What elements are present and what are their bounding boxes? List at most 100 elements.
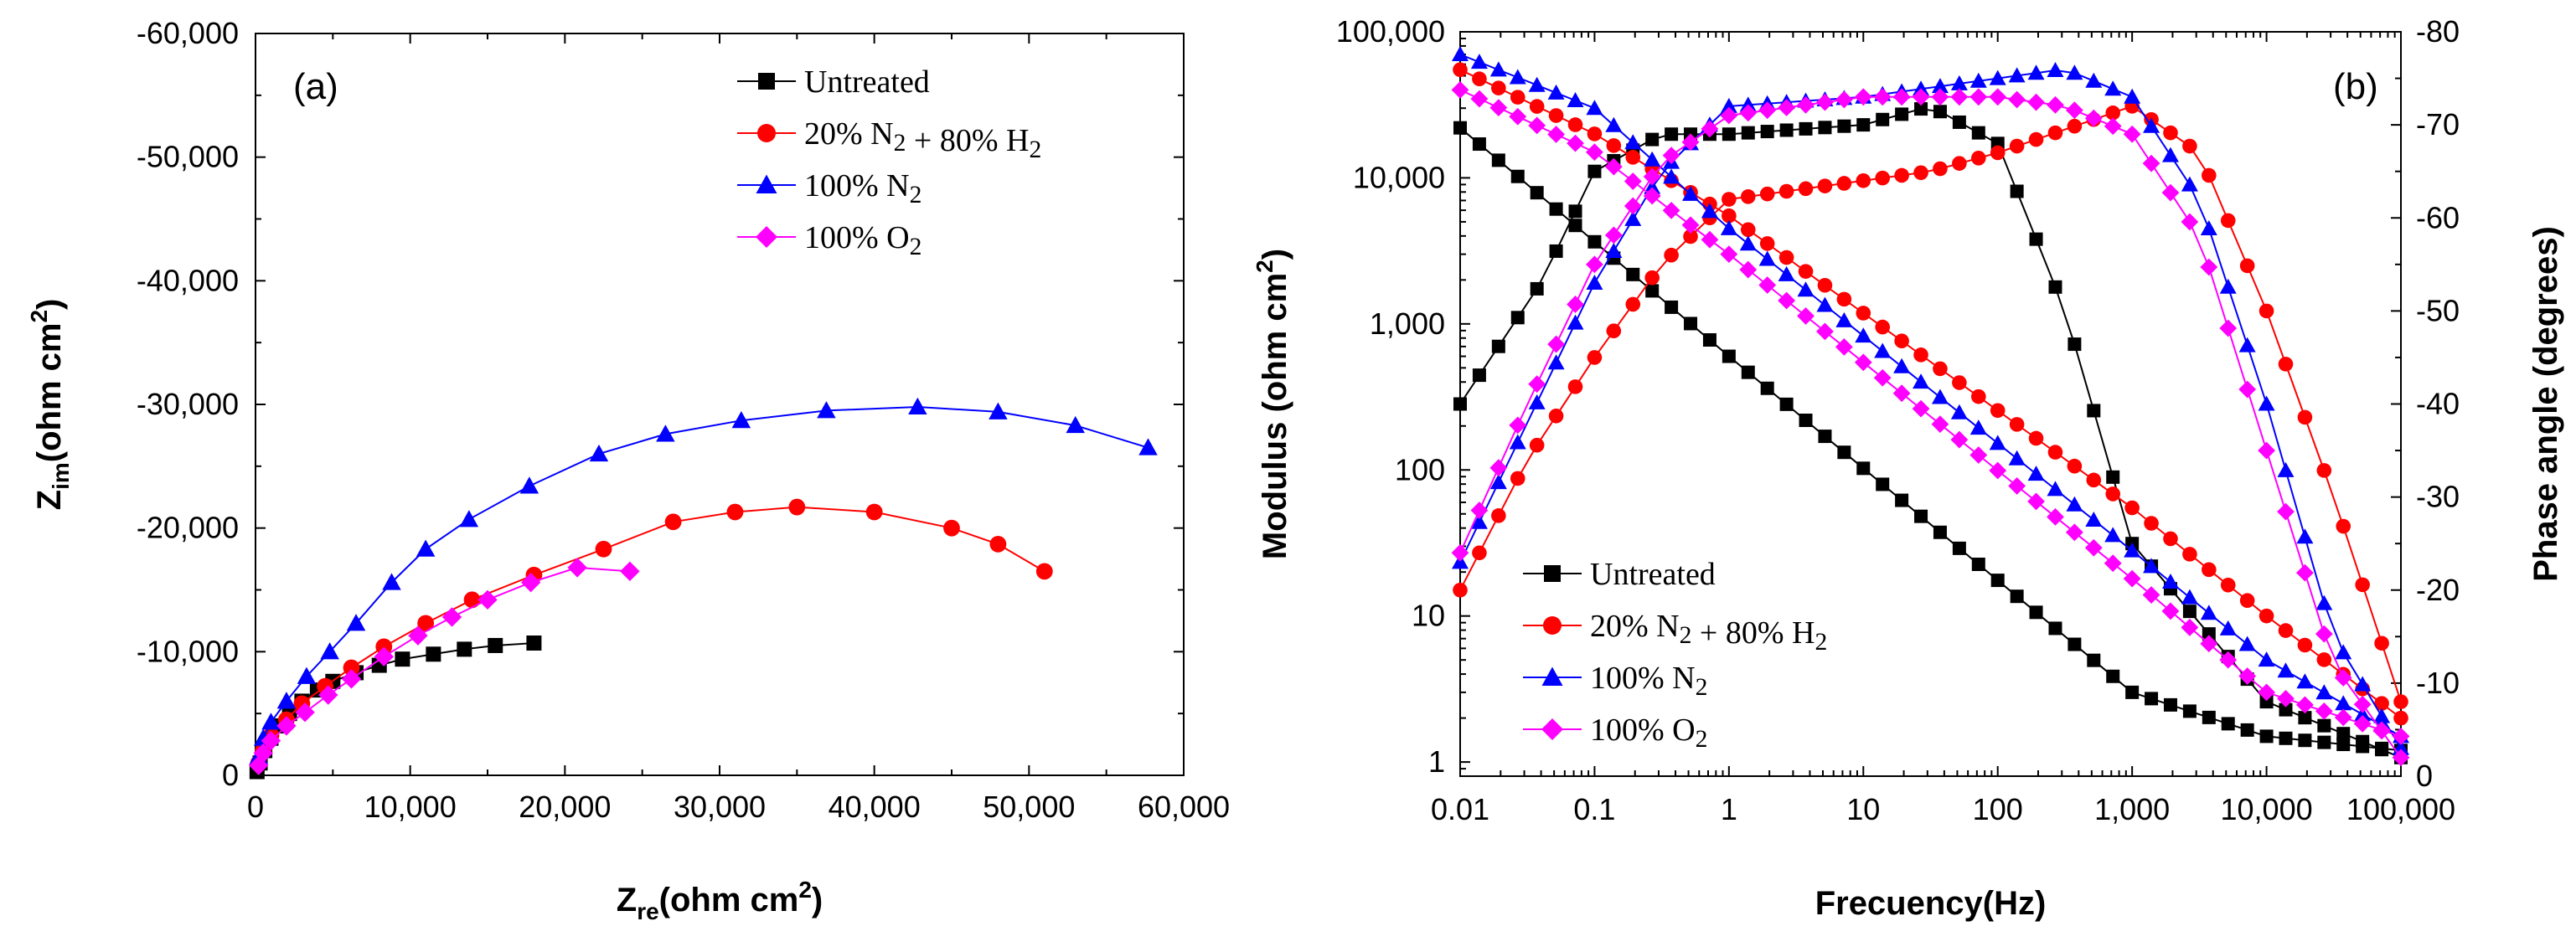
x-axis-title-close: ) (812, 882, 823, 919)
phase-point-n2h2 (1529, 437, 1545, 453)
phase-point-o2 (1701, 120, 1719, 138)
phase-point-untreated (1722, 127, 1736, 142)
phase-point-n2h2 (1491, 508, 1506, 523)
phase-point-n2 (1470, 513, 1488, 529)
modulus-point-n2 (2104, 527, 2122, 543)
modulus-point-o2 (1720, 245, 1738, 264)
data-point-n2h2 (989, 535, 1007, 553)
modulus-point-n2 (1739, 235, 1757, 251)
modulus-point-untreated (1626, 267, 1640, 281)
legend-subscript: 2 (1696, 674, 1708, 701)
data-point-untreated (526, 635, 542, 651)
modulus-point-o2 (1624, 172, 1642, 190)
phase-point-n2h2 (1722, 192, 1737, 207)
data-point-n2 (297, 666, 317, 684)
legend-text: 100% O (804, 220, 910, 255)
phase-point-n2 (2181, 176, 2198, 192)
modulus-point-n2 (1624, 134, 1642, 150)
data-point-n2h2 (375, 638, 393, 656)
x-axis-title: Frecuency(Hz) (1815, 885, 2047, 922)
modulus-point-untreated (1818, 430, 1832, 444)
modulus-point-o2 (2219, 651, 2238, 669)
modulus-point-n2 (2238, 636, 2256, 651)
x-axis-title-main: Z (617, 882, 637, 919)
phase-point-untreated (1818, 121, 1832, 135)
legend-marker-untreated (1544, 565, 1561, 582)
data-point-n2 (589, 444, 609, 462)
phase-point-o2 (2372, 722, 2391, 740)
modulus-point-n2 (2047, 481, 2064, 497)
phase-point-n2h2 (2202, 167, 2217, 183)
y-left-axis-title: Modulus (ohm cm2) (1252, 249, 1293, 559)
phase-point-untreated (1856, 118, 1871, 132)
modulus-point-n2 (1567, 92, 1584, 108)
phase-point-o2 (1989, 88, 2007, 106)
phase-point-untreated (2068, 337, 2082, 352)
phase-point-n2h2 (1683, 229, 1698, 244)
modulus-point-n2h2 (2239, 593, 2255, 609)
modulus-point-n2 (2124, 542, 2141, 558)
modulus-point-untreated (2259, 729, 2274, 744)
y-left-tick-label: 10,000 (1353, 160, 1445, 194)
phase-point-n2 (1586, 275, 1603, 291)
phase-point-o2 (2353, 695, 2372, 713)
modulus-point-n2 (1835, 311, 1853, 327)
modulus-point-o2 (2277, 689, 2295, 708)
phase-point-untreated (2087, 404, 2101, 418)
legend-subscript: 2 (1029, 136, 1041, 163)
phase-point-o2 (1451, 543, 1469, 562)
phase-point-n2h2 (1606, 323, 1622, 338)
y-left-axis-title-sup: 2 (1252, 260, 1278, 273)
phase-point-n2h2 (1759, 186, 1775, 202)
modulus-point-untreated (2145, 692, 2159, 706)
data-point-o2 (295, 702, 315, 723)
modulus-point-o2 (2392, 727, 2410, 745)
modulus-point-n2h2 (2316, 652, 2332, 667)
phase-point-n2 (1528, 394, 1546, 409)
data-point-n2 (908, 397, 927, 414)
modulus-point-o2 (2065, 523, 2083, 542)
data-point-o2 (253, 743, 273, 764)
modulus-point-o2 (1681, 216, 1700, 234)
modulus-point-n2 (2296, 673, 2314, 689)
phase-point-o2 (1662, 147, 1680, 165)
modulus-point-o2 (2181, 618, 2199, 636)
phase-point-n2h2 (2336, 518, 2351, 534)
modulus-point-n2h2 (2393, 710, 2408, 726)
modulus-point-untreated (1799, 413, 1813, 427)
modulus-point-n2 (2066, 496, 2083, 512)
modulus-point-untreated (1779, 397, 1794, 411)
modulus-point-untreated (2163, 697, 2177, 712)
modulus-point-o2 (1470, 90, 1489, 108)
phase-point-untreated (2356, 734, 2370, 749)
phase-point-untreated (1491, 339, 1505, 353)
y-right-tick-label: -10 (2416, 666, 2460, 700)
phase-point-o2 (1835, 90, 1853, 109)
modulus-point-o2 (1989, 461, 2007, 480)
modulus-point-n2h2 (1740, 222, 1756, 238)
x-tick-label: 10,000 (364, 790, 457, 824)
modulus-point-untreated (1453, 121, 1467, 135)
modulus-point-o2 (2200, 635, 2218, 653)
phase-point-n2 (2315, 594, 2333, 610)
legend-marker-n2 (756, 174, 777, 193)
modulus-point-untreated (2221, 717, 2235, 731)
phase-point-o2 (1797, 95, 1815, 114)
phase-point-n2 (2085, 72, 2103, 88)
phase-point-n2h2 (1778, 183, 1794, 199)
data-point-n2h2 (726, 503, 744, 521)
phase-point-o2 (1854, 88, 1872, 106)
x-tick-label: 100 (1973, 792, 2023, 826)
phase-point-untreated (1453, 397, 1467, 411)
legend-text: 100% N (1590, 661, 1696, 696)
phase-point-n2h2 (1472, 545, 1487, 561)
modulus-point-n2 (2258, 651, 2275, 667)
legend-marker-o2 (756, 226, 777, 248)
modulus-point-n2 (1778, 265, 1795, 281)
modulus-point-o2 (2334, 708, 2352, 727)
phase-point-o2 (1720, 106, 1738, 125)
modulus-point-o2 (2047, 507, 2064, 526)
modulus-point-n2 (1586, 100, 1603, 116)
data-point-untreated (488, 637, 503, 653)
phase-point-untreated (2029, 232, 2043, 246)
